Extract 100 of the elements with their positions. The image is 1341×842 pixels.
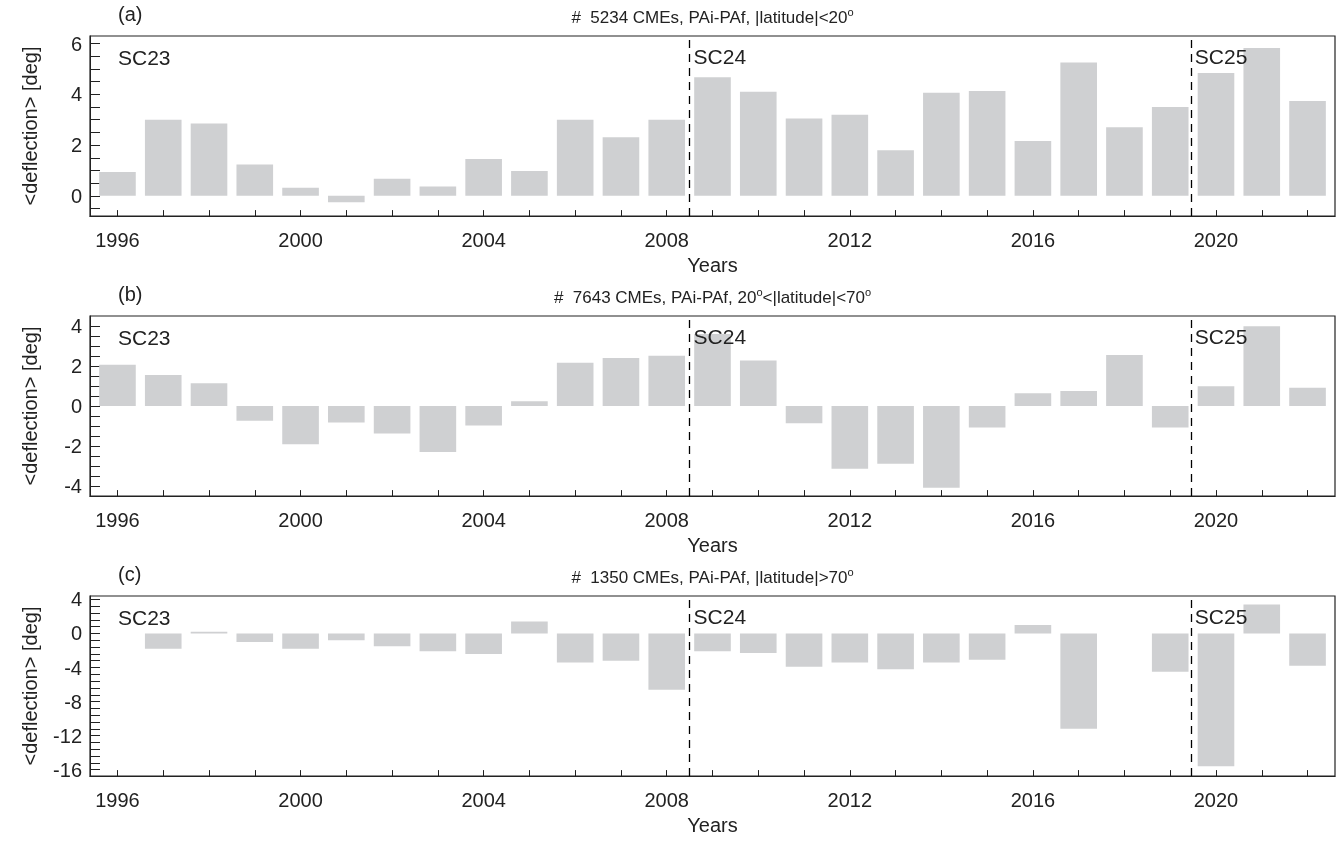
bar — [465, 159, 502, 196]
bar — [831, 633, 869, 663]
bar — [1151, 406, 1189, 428]
bar — [739, 91, 777, 196]
x-tick-label: 1996 — [95, 229, 140, 252]
bar — [236, 164, 274, 196]
chart-title: # 7643 CMEs, PAi-PAf, 20$^{o}$<|latitude|<70$^{o}$ — [553, 286, 872, 307]
bar — [556, 362, 594, 407]
bar — [465, 633, 502, 654]
bar — [1014, 624, 1052, 634]
x-tick-label: 2020 — [1193, 509, 1239, 532]
bar — [511, 621, 548, 634]
bar — [99, 364, 136, 407]
bar — [1014, 393, 1052, 407]
bar — [236, 633, 274, 642]
bar — [328, 633, 365, 641]
bar — [465, 406, 502, 426]
bar — [877, 633, 914, 670]
bar — [602, 137, 640, 196]
bar — [1289, 100, 1326, 196]
bar — [739, 633, 777, 654]
ref-line-label: SC25 — [1194, 605, 1248, 628]
bar — [968, 633, 1006, 660]
y-axis-title: <deflection> [deg] — [19, 606, 41, 766]
bar — [694, 633, 731, 652]
x-axis-title: Years — [687, 534, 738, 556]
bar — [373, 178, 411, 196]
x-tick-label: 2012 — [827, 229, 873, 252]
bar — [648, 355, 686, 407]
bar — [648, 119, 686, 196]
bar — [1014, 141, 1052, 196]
bar — [1106, 355, 1143, 407]
y-tick-label: -4 — [64, 656, 82, 679]
bar — [190, 123, 228, 196]
y-tick-label: 4 — [70, 315, 82, 338]
bar — [190, 383, 228, 407]
bar — [877, 406, 914, 464]
x-tick-label: 2016 — [1010, 789, 1056, 812]
y-tick-label: 2 — [70, 355, 82, 378]
y-tick-label: 0 — [70, 184, 82, 207]
y-tick-label: -12 — [53, 724, 82, 747]
bar — [419, 633, 457, 652]
bar — [236, 406, 274, 421]
ref-line-label: SC25 — [1194, 325, 1248, 348]
bar — [831, 406, 869, 469]
bar — [694, 77, 731, 196]
y-tick-label: 4 — [70, 588, 82, 611]
y-tick-label: 4 — [70, 83, 82, 106]
chart-title: # 5234 CMEs, PAi-PAf, |latitude|<20$^{o}$ — [571, 6, 854, 27]
y-tick-label: 6 — [70, 32, 82, 55]
bar — [282, 187, 319, 196]
y-tick-label: 2 — [70, 134, 82, 157]
bar — [511, 170, 548, 196]
bar — [785, 118, 823, 196]
ref-line-label: SC24 — [693, 605, 747, 628]
bar — [1106, 127, 1143, 196]
bar — [1289, 633, 1326, 666]
bar — [648, 633, 686, 690]
bar — [419, 406, 457, 453]
bar — [99, 171, 136, 196]
bar — [1151, 107, 1189, 196]
bar — [328, 195, 365, 203]
x-tick-label: 2012 — [827, 789, 873, 812]
x-tick-label: 2004 — [461, 509, 506, 532]
text: (b) — [118, 283, 143, 306]
bar — [1060, 391, 1097, 407]
x-axis-title: Years — [687, 814, 738, 836]
x-tick-label: 2020 — [1193, 229, 1239, 252]
bar — [282, 406, 319, 445]
bar — [419, 186, 457, 196]
ref-line-label: SC24 — [693, 45, 747, 68]
bar — [602, 358, 640, 407]
bar — [923, 92, 960, 196]
bar — [785, 406, 823, 424]
bar — [1197, 633, 1235, 767]
bar — [556, 119, 594, 196]
x-tick-label: 2012 — [827, 509, 873, 532]
x-tick-label: 2000 — [278, 789, 323, 812]
bar — [556, 633, 594, 663]
y-tick-label: 0 — [70, 395, 82, 418]
bar — [1289, 387, 1326, 407]
bar — [1197, 73, 1235, 196]
annotation: SC23 — [118, 326, 171, 350]
y-axis-title: <deflection> [deg] — [19, 46, 41, 206]
bar — [144, 633, 182, 649]
y-tick-label: -16 — [53, 758, 82, 781]
bar — [1197, 386, 1235, 407]
bar — [602, 633, 640, 661]
annotation: SC23 — [118, 606, 171, 630]
bar — [144, 119, 182, 196]
bar — [282, 633, 319, 649]
y-tick-label: -8 — [64, 690, 82, 713]
bar — [373, 406, 411, 434]
bar — [739, 360, 777, 407]
bar — [1151, 633, 1189, 672]
x-tick-label: 1996 — [95, 789, 140, 812]
bar — [511, 401, 548, 407]
x-tick-label: 2000 — [278, 509, 323, 532]
bar — [373, 633, 411, 647]
bar — [1060, 62, 1097, 196]
